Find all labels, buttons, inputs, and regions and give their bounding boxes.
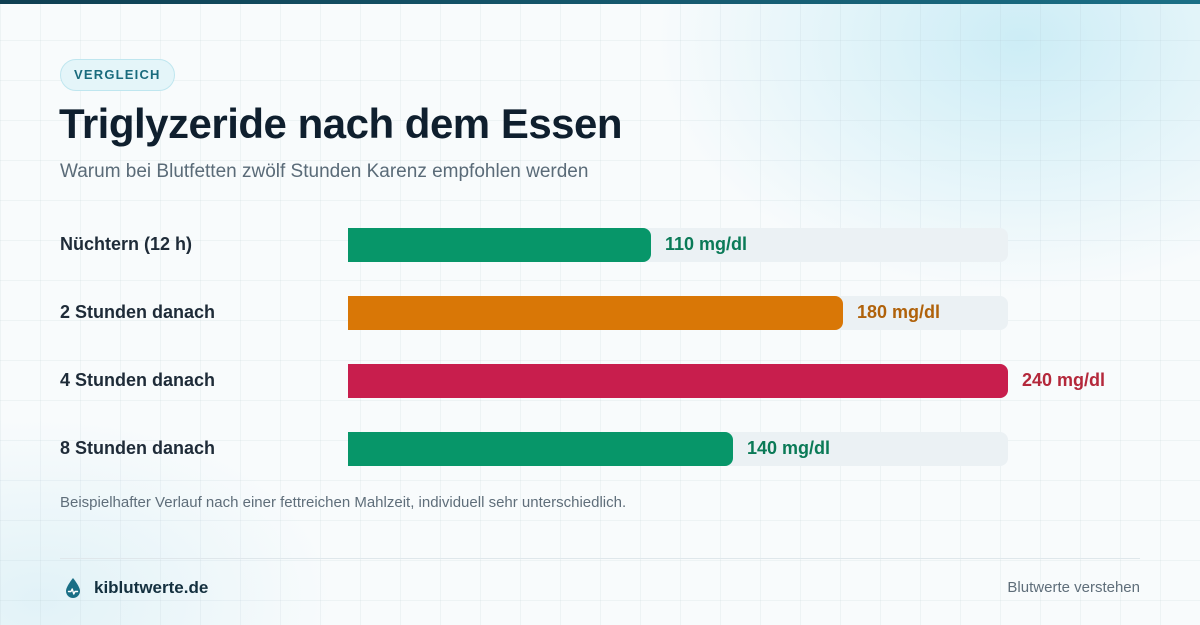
- footer-divider: [60, 558, 1140, 559]
- bar: [348, 296, 843, 330]
- brand[interactable]: kiblutwerte.de: [64, 576, 208, 600]
- top-accent-bar: [0, 0, 1200, 4]
- blood-drop-icon: [66, 578, 80, 598]
- bar-value-label: 140 mg/dl: [747, 438, 831, 458]
- bar: [348, 432, 733, 466]
- bar-category-label: 8 Stunden danach: [60, 438, 216, 458]
- footer-tagline: Blutwerte verstehen: [1007, 579, 1140, 596]
- bar-value-label: 180 mg/dl: [857, 302, 941, 322]
- category-badge: VERGLEICH: [60, 59, 175, 91]
- page-subtitle: Warum bei Blutfetten zwölf Stunden Karen…: [60, 161, 589, 182]
- bar-category-label: Nüchtern (12 h): [60, 234, 193, 254]
- bar-value-label: 110 mg/dl: [665, 234, 748, 254]
- bar-category-label: 4 Stunden danach: [60, 370, 216, 390]
- chart-note: Beispielhafter Verlauf nach einer fettre…: [60, 494, 627, 511]
- bar: [348, 228, 651, 262]
- brand-name: kiblutwerte.de: [94, 578, 209, 597]
- bar-category-label: 2 Stunden danach: [60, 302, 216, 322]
- page-title: Triglyzeride nach dem Essen: [59, 100, 623, 147]
- bar: [348, 364, 1008, 398]
- bar-value-label: 240 mg/dl: [1022, 370, 1106, 390]
